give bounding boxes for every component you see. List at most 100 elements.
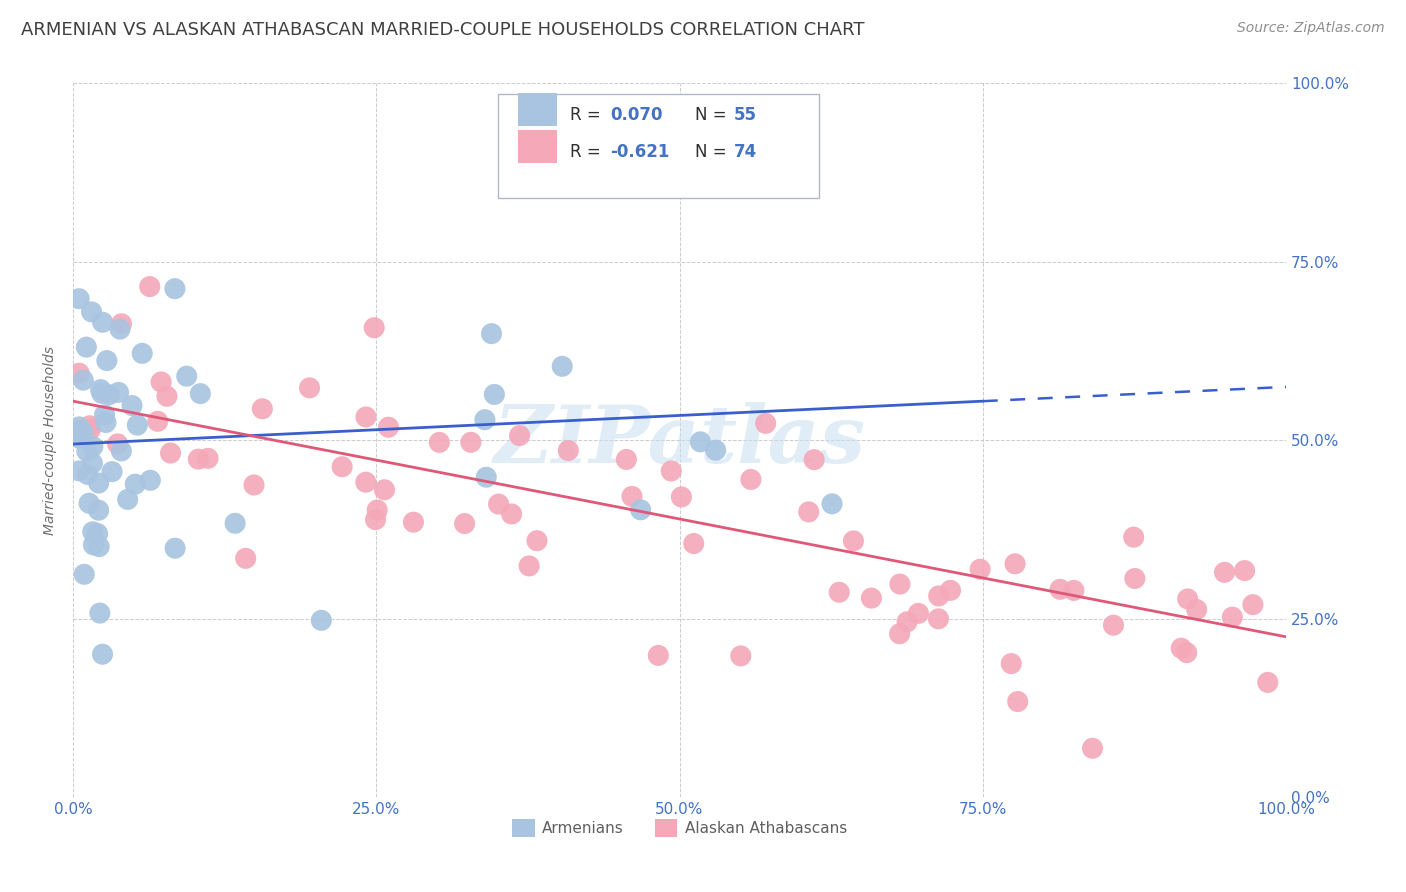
Point <box>150 375 173 389</box>
Point <box>689 434 711 449</box>
Point <box>76 467 98 482</box>
Point <box>1241 598 1264 612</box>
Point <box>110 317 132 331</box>
Point <box>87 476 110 491</box>
Point <box>557 443 579 458</box>
Point <box>896 615 918 629</box>
Point <box>76 444 98 458</box>
Point <box>1122 530 1144 544</box>
Point <box>474 413 496 427</box>
Point <box>509 428 531 442</box>
Point <box>235 551 257 566</box>
Point <box>82 440 104 454</box>
Point <box>1233 564 1256 578</box>
Text: 0.070: 0.070 <box>610 106 662 124</box>
Point <box>682 536 704 550</box>
Point <box>860 591 883 606</box>
Point <box>90 383 112 397</box>
Point <box>89 540 111 554</box>
Point <box>1175 646 1198 660</box>
Point <box>86 526 108 541</box>
Text: N =: N = <box>696 144 733 161</box>
Point <box>517 558 540 573</box>
Point <box>377 420 399 434</box>
Point <box>93 408 115 422</box>
Point <box>243 478 266 492</box>
Point <box>889 577 911 591</box>
Text: R =: R = <box>571 106 606 124</box>
Point <box>1213 566 1236 580</box>
Point <box>82 524 104 539</box>
Point <box>803 452 825 467</box>
Point <box>1185 602 1208 616</box>
Point <box>91 647 114 661</box>
Point <box>488 497 510 511</box>
Point <box>453 516 475 531</box>
Point <box>197 451 219 466</box>
Point <box>501 507 523 521</box>
Text: N =: N = <box>696 106 733 124</box>
Point <box>1063 583 1085 598</box>
Point <box>1123 572 1146 586</box>
Point <box>927 612 949 626</box>
Point <box>1007 694 1029 708</box>
Point <box>939 583 962 598</box>
Point <box>67 464 90 478</box>
Point <box>91 315 114 329</box>
Point <box>730 648 752 663</box>
Point <box>551 359 574 374</box>
Point <box>67 431 90 445</box>
Point <box>187 452 209 467</box>
Point <box>928 589 950 603</box>
Point <box>89 606 111 620</box>
Point <box>79 418 101 433</box>
Point <box>1177 591 1199 606</box>
Point <box>364 512 387 526</box>
Point <box>475 470 498 484</box>
Point <box>96 353 118 368</box>
FancyBboxPatch shape <box>498 95 820 198</box>
Point <box>190 386 212 401</box>
Point <box>821 497 844 511</box>
Point <box>82 456 104 470</box>
Point <box>620 489 643 503</box>
Point <box>82 538 104 552</box>
Point <box>224 516 246 531</box>
Point <box>87 503 110 517</box>
Point <box>704 443 727 458</box>
Point <box>740 473 762 487</box>
Point <box>139 279 162 293</box>
Point <box>1257 675 1279 690</box>
Point <box>67 420 90 434</box>
Point <box>67 366 90 380</box>
Point <box>1000 657 1022 671</box>
Point <box>969 562 991 576</box>
Point <box>146 414 169 428</box>
Point <box>1049 582 1071 597</box>
FancyBboxPatch shape <box>519 93 557 127</box>
Point <box>107 437 129 451</box>
Point <box>124 477 146 491</box>
Text: 74: 74 <box>734 144 758 161</box>
Text: R =: R = <box>571 144 606 161</box>
Text: Source: ZipAtlas.com: Source: ZipAtlas.com <box>1237 21 1385 35</box>
Point <box>797 505 820 519</box>
Point <box>828 585 851 599</box>
Text: ARMENIAN VS ALASKAN ATHABASCAN MARRIED-COUPLE HOUSEHOLDS CORRELATION CHART: ARMENIAN VS ALASKAN ATHABASCAN MARRIED-C… <box>21 21 865 38</box>
Point <box>72 425 94 440</box>
Point <box>616 452 638 467</box>
Point <box>1220 610 1243 624</box>
Point <box>117 492 139 507</box>
Point <box>842 533 865 548</box>
Point <box>101 465 124 479</box>
Point <box>121 399 143 413</box>
Point <box>481 326 503 341</box>
Point <box>889 626 911 640</box>
Point <box>460 435 482 450</box>
Point <box>72 373 94 387</box>
Point <box>1170 641 1192 656</box>
Point <box>330 459 353 474</box>
Point <box>630 503 652 517</box>
Point <box>98 387 121 401</box>
Point <box>366 503 388 517</box>
